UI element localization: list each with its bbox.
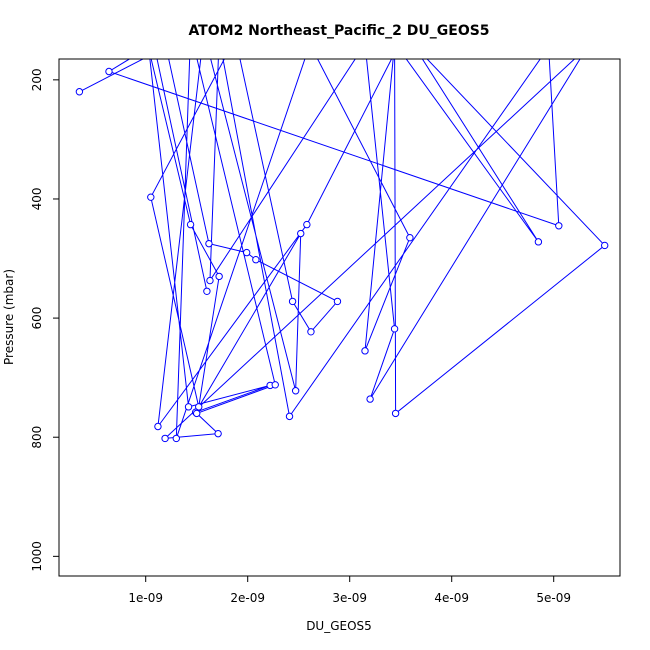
data-point — [285, 412, 294, 421]
data-point — [391, 409, 400, 418]
data-point — [555, 222, 563, 230]
data-point — [161, 434, 169, 443]
data-point — [193, 409, 201, 418]
x-tick-label: 3e-09 — [332, 591, 367, 605]
x-tick-label: 4e-09 — [434, 591, 469, 605]
data-point — [205, 239, 213, 248]
data-series — [75, 59, 609, 443]
plot-area — [75, 59, 609, 443]
data-point — [252, 256, 260, 264]
y-axis-label: Pressure (mbar) — [2, 269, 16, 365]
data-point — [307, 328, 315, 336]
data-point — [214, 429, 222, 438]
y-tick-label: 800 — [30, 426, 44, 449]
data-point — [172, 434, 181, 443]
data-point — [291, 387, 300, 395]
y-tick-label: 400 — [30, 188, 44, 211]
data-point — [366, 395, 374, 403]
chart-title: ATOM2 Northeast_Pacific_2 DU_GEOS5 — [188, 23, 489, 39]
x-axis: 1e-09 2e-09 3e-09 4e-09 5e-09 — [128, 576, 571, 605]
x-axis-label: DU_GEOS5 — [306, 619, 372, 633]
data-point — [601, 241, 609, 250]
data-point — [406, 233, 414, 242]
data-point — [75, 88, 84, 96]
x-tick-label: 2e-09 — [230, 591, 265, 605]
data-point — [303, 220, 311, 229]
y-tick-label: 200 — [30, 68, 44, 91]
data-point — [206, 276, 214, 285]
x-tick-label: 5e-09 — [536, 591, 571, 605]
data-point — [195, 403, 203, 411]
plot-frame — [58, 58, 621, 577]
data-point — [186, 220, 195, 229]
data-point — [534, 238, 543, 246]
data-point — [154, 422, 162, 431]
data-point — [297, 229, 305, 238]
data-point — [147, 193, 155, 201]
y-axis: 200 400 600 800 1000 — [30, 68, 59, 572]
data-point — [184, 403, 193, 411]
y-tick-label: 600 — [30, 307, 44, 330]
data-point — [203, 287, 211, 295]
data-point — [105, 67, 113, 76]
x-tick-label: 1e-09 — [128, 591, 163, 605]
data-point — [390, 325, 399, 333]
data-point — [333, 297, 342, 306]
data-point — [271, 381, 279, 389]
y-tick-label: 1000 — [30, 541, 44, 572]
data-point — [361, 347, 369, 355]
data-point — [288, 297, 297, 306]
data-point — [242, 248, 251, 257]
data-point — [215, 272, 223, 281]
